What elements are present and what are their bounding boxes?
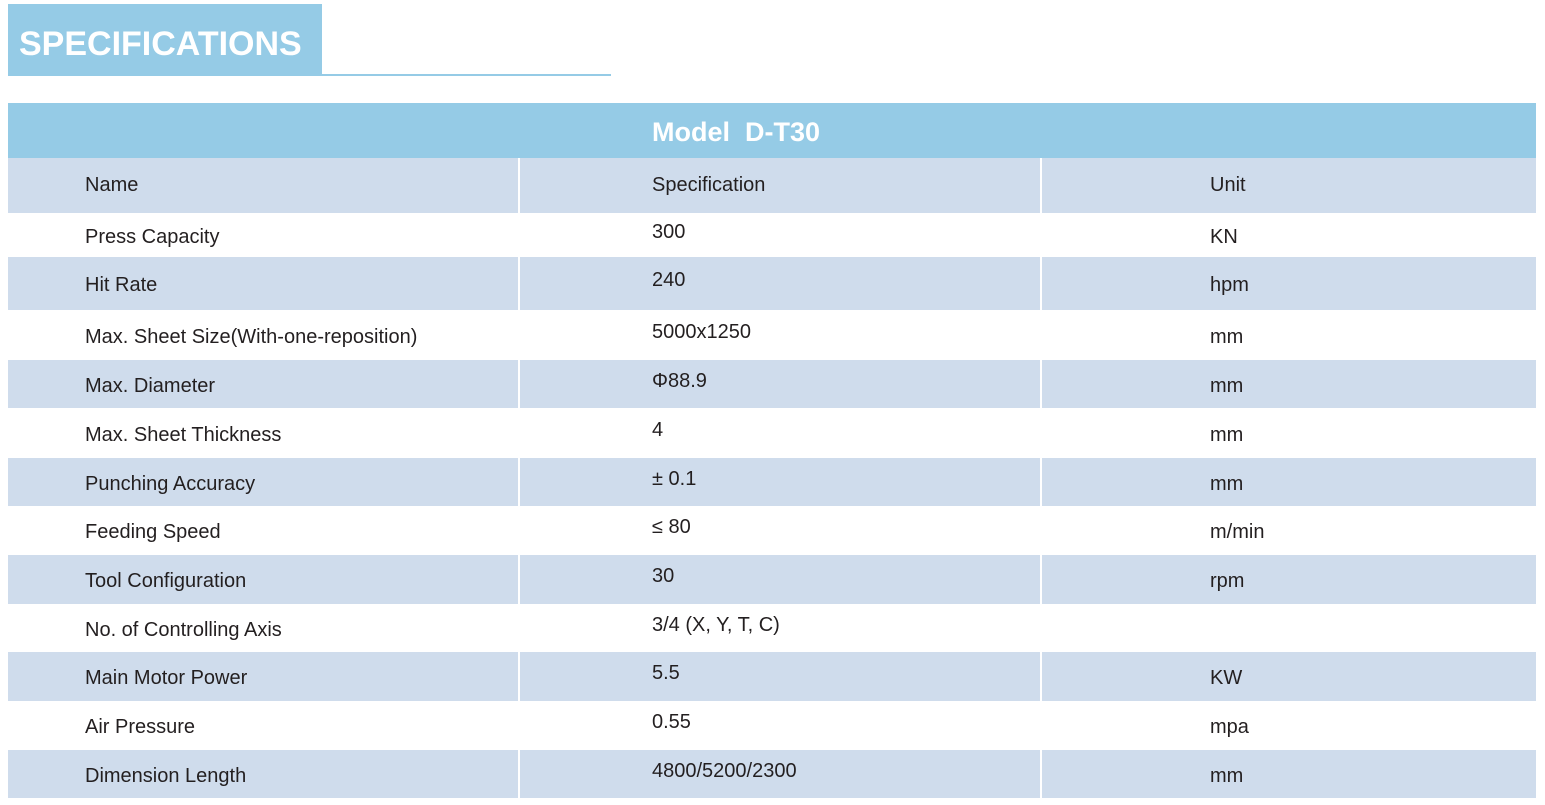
column-separator — [518, 458, 520, 506]
column-separator — [518, 555, 520, 604]
table-cell: Max. Sheet Size(With-one-reposition) — [85, 325, 418, 348]
table-cell: 0.55 — [652, 711, 691, 733]
table-row: No. of Controlling Axis 3/4 (X, Y, T, C) — [8, 604, 1536, 652]
tab-underline — [322, 74, 611, 76]
column-separator — [1040, 750, 1042, 798]
column-separator — [1040, 158, 1042, 213]
column-separator — [1040, 360, 1042, 408]
table-row: Max. Sheet Thickness 4 mm — [8, 408, 1536, 458]
table-cell: hpm — [1210, 274, 1249, 296]
table-cell: 4 — [652, 418, 664, 441]
table-title-bar: Model D-T30 — [8, 103, 1536, 158]
table-cell: rpm — [1210, 570, 1245, 592]
table-cell: Punching Accuracy — [85, 472, 256, 495]
table-cell: KN — [1210, 225, 1238, 248]
table-cell: 5.5 — [652, 662, 680, 684]
table-cell: 5000x1250 — [652, 320, 751, 343]
table-cell: 240 — [652, 269, 686, 291]
column-separator — [518, 750, 520, 798]
column-separator — [518, 158, 520, 213]
column-separator — [1040, 257, 1042, 310]
table-cell: KW — [1210, 667, 1243, 689]
table-title: Model D-T30 — [652, 117, 821, 147]
table-cell: 30 — [652, 565, 675, 587]
column-separator — [518, 257, 520, 310]
table-row: Press Capacity 300 KN — [8, 213, 1536, 257]
table-row: Dimension Length 4800/5200/2300 mm — [8, 750, 1536, 798]
table-row: Feeding Speed ≤ 80 m/min — [8, 506, 1536, 555]
table-cell: Φ88.9 — [652, 369, 707, 392]
table-cell: Unit — [1210, 174, 1246, 196]
table-cell: mm — [1210, 325, 1244, 348]
table-row: Tool Configuration 30 rpm — [8, 555, 1536, 604]
table-cell: mm — [1210, 472, 1244, 495]
table-row: Hit Rate 240 hpm — [8, 257, 1536, 310]
column-separator — [1040, 458, 1042, 506]
table-cell: Specification — [652, 174, 766, 196]
table-cell: Name — [85, 174, 139, 196]
table-cell: Air Pressure — [85, 716, 196, 738]
section-tab: SPECIFICATIONS — [8, 4, 322, 76]
table-cell: Dimension Length — [85, 764, 247, 787]
table-cell: 3/4 (X, Y, T, C) — [652, 613, 780, 636]
table-cell: Tool Configuration — [85, 570, 247, 592]
table-cell: Hit Rate — [85, 274, 158, 296]
column-separator — [518, 360, 520, 408]
table-cell: Press Capacity — [85, 225, 220, 248]
table-cell: Max. Sheet Thickness — [85, 423, 282, 446]
table-cell: mpa — [1210, 716, 1249, 738]
table-cell: 4800/5200/2300 — [652, 759, 797, 782]
table-cell: mm — [1210, 423, 1244, 446]
table-cell: m/min — [1210, 521, 1265, 543]
table-row: Main Motor Power 5.5 KW — [8, 652, 1536, 701]
table-row: Air Pressure 0.55 mpa — [8, 701, 1536, 750]
table-cell: mm — [1210, 764, 1244, 787]
table-cell: Main Motor Power — [85, 667, 248, 689]
table-row: Name Specification Unit — [8, 158, 1536, 213]
table-row: Punching Accuracy ± 0.1 mm — [8, 458, 1536, 506]
column-separator — [1040, 555, 1042, 604]
table-cell: ± 0.1 — [652, 467, 697, 490]
table-cell: ≤ 80 — [652, 516, 691, 538]
table-cell: Max. Diameter — [85, 374, 216, 397]
column-separator — [518, 652, 520, 701]
table-cell: No. of Controlling Axis — [85, 618, 282, 641]
table-cell: Feeding Speed — [85, 521, 221, 543]
table-cell: 300 — [652, 220, 686, 243]
column-separator — [1040, 652, 1042, 701]
table-row: Max. Diameter Φ88.9 mm — [8, 360, 1536, 408]
table-cell: mm — [1210, 374, 1244, 397]
table-row: Max. Sheet Size(With-one-reposition) 5000… — [8, 310, 1536, 360]
